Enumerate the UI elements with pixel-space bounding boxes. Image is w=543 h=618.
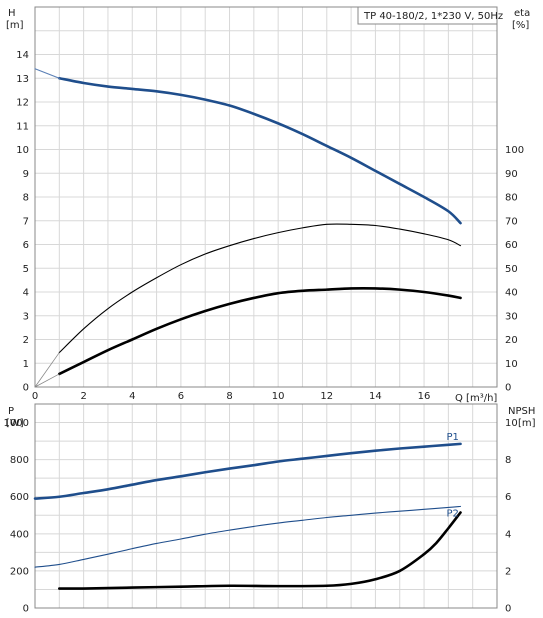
x-tick-label: 10: [272, 391, 285, 402]
eta-total-extrapolation: [34, 373, 60, 388]
eta-total-curve: [58, 286, 462, 376]
head-tick-label: 6: [23, 240, 29, 251]
x-tick-label: 16: [418, 391, 431, 402]
head-tick-label: 5: [23, 264, 29, 275]
npsh-tick-label: 4: [505, 529, 511, 540]
head-tick-label: 8: [23, 193, 29, 204]
chart-title: TP 40-180/2, 1*230 V, 50Hz: [363, 11, 503, 22]
bottom-right-axis-label: NPSH: [508, 406, 535, 417]
npsh-curve: [58, 511, 462, 590]
eta-tick-label: 60: [505, 240, 518, 251]
head-tick-label: 14: [16, 50, 29, 61]
x-tick-label: 8: [226, 391, 232, 402]
eta-tick-label: 40: [505, 288, 518, 299]
chart-title-box: [357, 6, 498, 25]
p2-annotation: P2: [447, 508, 459, 519]
top-left-axis-unit: [m]: [6, 20, 24, 31]
npsh-tick-label: 0: [505, 604, 511, 615]
bottom-chart-series: P1 P2: [33, 432, 462, 590]
npsh-tick-label: 10: [505, 418, 518, 429]
eta-tick-label: 0: [505, 383, 511, 394]
top-right-axis-unit: [%]: [512, 20, 529, 31]
head-tick-label: 3: [23, 311, 29, 322]
eta-tick-label: 20: [505, 335, 518, 346]
eta-pump-extrapolation: [34, 352, 60, 388]
npsh-tick-label: 6: [505, 492, 511, 503]
power-tick-label: 200: [10, 566, 29, 577]
power-tick-label: 0: [23, 604, 29, 615]
bottom-chart-ticks: 0 200 400 600 800 1000 0 2 4 6 8 10: [4, 418, 518, 614]
power-tick-label: 1000: [4, 418, 29, 429]
x-tick-label: 12: [320, 391, 333, 402]
top-chart-grid: [35, 7, 497, 387]
head-tick-label: 7: [23, 216, 29, 227]
p2-curve: [34, 505, 462, 568]
npsh-tick-label: 8: [505, 455, 511, 466]
eta-tick-label: 100: [505, 145, 524, 156]
top-chart-frame: [34, 6, 498, 388]
head-tick-label: 1: [23, 359, 29, 370]
top-chart-ticks: 0 2 4 6 8 10 12 14 16012345678910111213140102030…: [16, 50, 524, 402]
x-tick-label: 0: [32, 391, 38, 402]
head-tick-label: 9: [23, 169, 29, 180]
eta-tick-label: 80: [505, 193, 518, 204]
power-tick-label: 400: [10, 529, 29, 540]
npsh-tick-label: 2: [505, 566, 511, 577]
bottom-left-axis-unit: [W]: [6, 418, 24, 429]
head-tick-label: 13: [16, 74, 29, 85]
head-tick-label: 0: [23, 383, 29, 394]
bottom-chart-frame: [34, 403, 498, 609]
head-extrapolation: [34, 68, 60, 79]
x-tick-label: 6: [178, 391, 184, 402]
top-right-axis-label: eta: [514, 8, 530, 19]
top-left-axis-label: H: [8, 8, 16, 19]
head-tick-label: 10: [16, 145, 29, 156]
power-tick-label: 800: [10, 455, 29, 466]
eta-tick-label: 90: [505, 169, 518, 180]
bottom-left-axis-label: P: [8, 406, 14, 417]
bottom-chart-grid: [35, 404, 497, 608]
eta-tick-label: 30: [505, 311, 518, 322]
top-chart-series: [34, 68, 462, 388]
bottom-right-axis-unit: [m]: [518, 418, 536, 429]
head-tick-label: 2: [23, 335, 29, 346]
x-axis-label: Q [m³/h]: [455, 393, 497, 404]
p1-annotation: P1: [447, 432, 459, 443]
eta-pump-curve: [58, 223, 462, 354]
power-tick-label: 600: [10, 492, 29, 503]
head-tick-label: 4: [23, 288, 29, 299]
eta-tick-label: 50: [505, 264, 518, 275]
eta-tick-label: 10: [505, 359, 518, 370]
x-tick-label: 2: [80, 391, 86, 402]
x-tick-label: 4: [129, 391, 135, 402]
eta-tick-label: 70: [505, 216, 518, 227]
head-tick-label: 11: [16, 121, 29, 132]
x-tick-label: 14: [369, 391, 382, 402]
p1-curve: [33, 442, 462, 500]
head-tick-label: 12: [16, 98, 29, 109]
head-curve: [58, 76, 462, 225]
